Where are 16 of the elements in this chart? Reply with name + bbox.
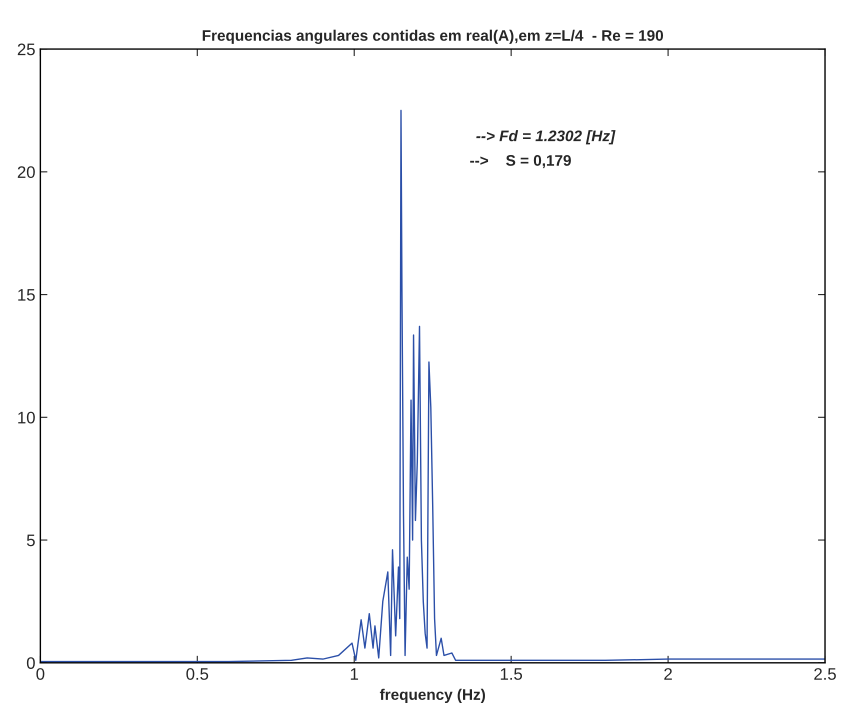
x-tick-label: 2 xyxy=(664,668,672,680)
annotation: --> S = 0,179 xyxy=(470,155,571,168)
y-tick-label: 25 xyxy=(18,43,35,56)
x-tick-label: 1.5 xyxy=(500,668,522,680)
x-tick-label: 1 xyxy=(350,668,358,680)
y-tick-label: 0 xyxy=(26,657,35,669)
annotation: --> Fd = 1.2302 [Hz] xyxy=(476,130,616,144)
x-tick-label: 0 xyxy=(36,668,44,680)
x-axis-title: frequency (Hz) xyxy=(380,688,485,703)
y-tick-label: 15 xyxy=(18,289,35,301)
x-tick-label: 2.5 xyxy=(814,668,836,680)
x-tick-label: 0.5 xyxy=(186,668,208,680)
y-tick-label: 20 xyxy=(18,166,35,178)
y-tick-label: 5 xyxy=(26,534,35,546)
y-tick-label: 10 xyxy=(18,412,35,424)
chart-title: Frequencias angulares contidas em real(A),em z=L/4 - Re = 190 xyxy=(202,30,664,44)
